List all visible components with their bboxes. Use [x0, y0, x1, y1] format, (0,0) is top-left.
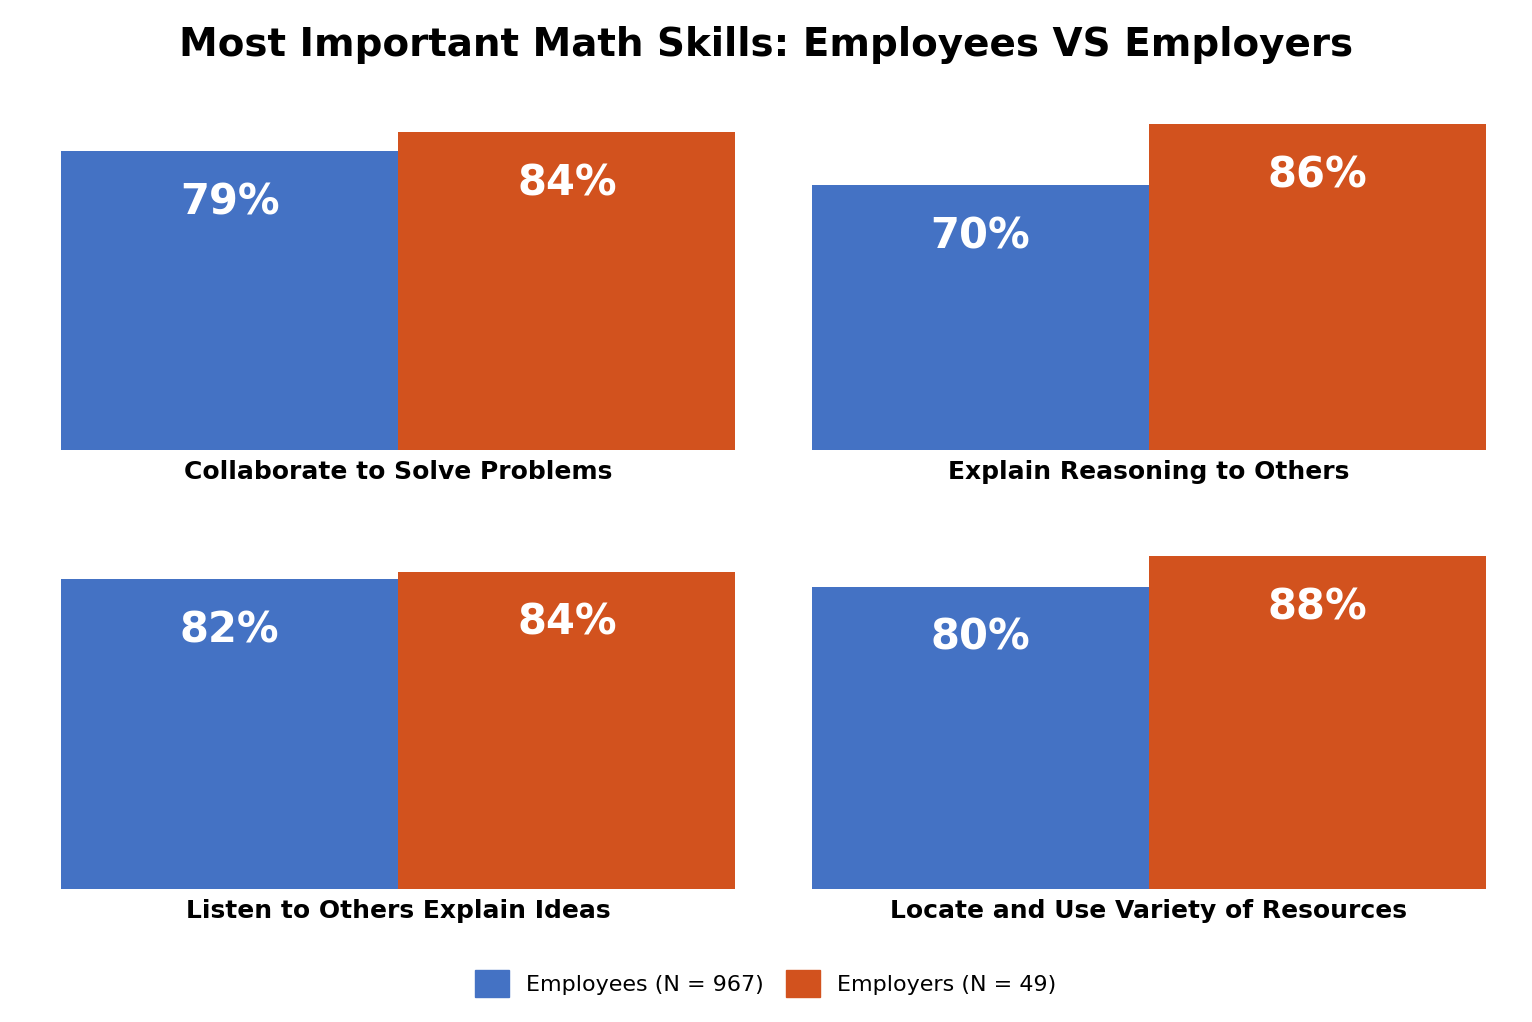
Bar [812, 185, 1149, 450]
Text: Locate and Use Variety of Resources: Locate and Use Variety of Resources [890, 899, 1408, 923]
Text: 82%: 82% [179, 609, 280, 651]
Legend: Employees (N = 967), Employers (N = 49): Employees (N = 967), Employers (N = 49) [466, 961, 1066, 1006]
Text: Most Important Math Skills: Employees VS Employers: Most Important Math Skills: Employees VS… [179, 26, 1353, 63]
Bar [1149, 556, 1486, 889]
Text: 88%: 88% [1267, 587, 1368, 629]
Bar [1149, 125, 1486, 450]
Bar [61, 151, 398, 450]
Text: 70%: 70% [930, 216, 1031, 258]
Text: Collaborate to Solve Problems: Collaborate to Solve Problems [184, 460, 613, 483]
Text: 80%: 80% [930, 617, 1031, 659]
Text: 84%: 84% [516, 602, 617, 644]
Text: Listen to Others Explain Ideas: Listen to Others Explain Ideas [185, 899, 611, 923]
Text: 86%: 86% [1267, 154, 1368, 196]
Bar [812, 587, 1149, 889]
Text: 84%: 84% [516, 162, 617, 204]
Bar [398, 571, 735, 889]
Text: 79%: 79% [179, 181, 280, 223]
Bar [398, 132, 735, 450]
Bar [61, 579, 398, 889]
Text: Explain Reasoning to Others: Explain Reasoning to Others [948, 460, 1350, 483]
